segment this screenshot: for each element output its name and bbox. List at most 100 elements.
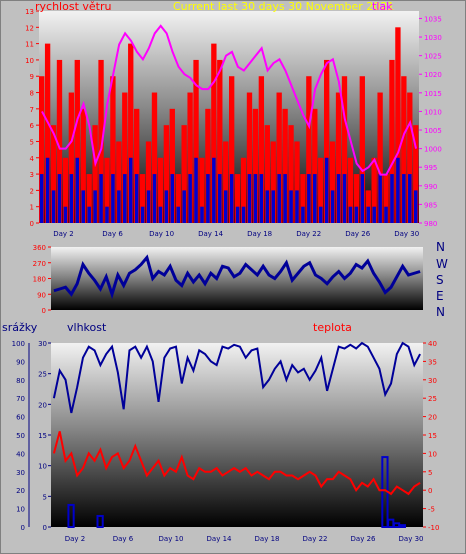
wind-blue-bar xyxy=(93,190,97,223)
humidity-axis-tick-label: 0 xyxy=(43,524,47,532)
temperature-axis-tick-label: 5 xyxy=(428,469,432,477)
wind-speed-bar xyxy=(353,174,360,223)
direction-label-n-bottom: N xyxy=(436,305,445,319)
wind-speed-bar xyxy=(157,157,164,223)
wind-speed-bar xyxy=(335,92,342,224)
wind-blue-bar xyxy=(396,157,400,223)
temperature-axis-tick-label: 40 xyxy=(428,340,437,348)
wind-speed-bar xyxy=(98,59,104,223)
wind-speed-bar xyxy=(217,59,223,223)
right-axis-tick-label: 990 xyxy=(424,183,437,191)
wind-blue-bar xyxy=(372,206,376,223)
wind-speed-bar xyxy=(329,141,336,223)
right-axis-tick-label: 1000 xyxy=(424,146,442,154)
wind-blue-bar xyxy=(212,157,216,223)
wind-blue-bar xyxy=(241,206,246,223)
wind-direction-line xyxy=(53,254,421,300)
wind-blue-bar xyxy=(111,174,115,223)
direction-axis-tick-label: 270 xyxy=(33,260,46,268)
humidity-temperature-axes: 0 10 20 30 40 50 60 70 80 90 100 0 5 10 15 20 25 30 -10 -5 0… xyxy=(12,340,440,543)
wind-speed-bar xyxy=(211,43,217,223)
chart-period-caption: Current last 30 days 30 November 2021 xyxy=(173,1,394,13)
wind-speed-bar xyxy=(347,157,354,223)
x-axis-tick-label: Day 2 xyxy=(65,535,86,543)
wind-speed-bar xyxy=(229,76,235,223)
wind-blue-bar xyxy=(259,174,264,223)
right-axis-tick-label: 1015 xyxy=(424,90,442,98)
wind-speed-bar xyxy=(282,108,288,223)
x-axis-tick-label: Day 2 xyxy=(53,230,74,238)
left-axis-tick-label: 3 xyxy=(30,171,34,179)
wind-speed-bar xyxy=(377,92,383,224)
rain-bar xyxy=(67,503,75,529)
humidity-caption: vlhkost xyxy=(67,321,107,334)
wind-blue-bar xyxy=(158,206,163,223)
wind-blue-bar xyxy=(99,174,103,223)
wind-blue-bar xyxy=(69,174,74,223)
humidity-axis-tick-label: 25 xyxy=(38,371,47,379)
rain-axis-tick-label: 90 xyxy=(16,358,25,366)
wind-speed-bar xyxy=(145,141,152,223)
wind-blue-bar xyxy=(105,206,109,223)
wind-speed-bar xyxy=(199,157,205,223)
left-axis-tick-label: 4 xyxy=(30,155,35,163)
wind-blue-bar xyxy=(390,174,394,223)
rain-axis-tick-label: 20 xyxy=(16,487,25,495)
wind-speed-bar xyxy=(175,174,181,223)
wind-blue-bar xyxy=(75,157,80,223)
left-axis-tick-label: 6 xyxy=(30,122,35,130)
wind-blue-bar xyxy=(235,206,240,223)
wind-blue-bar xyxy=(277,174,281,223)
pressure-caption: tlak xyxy=(372,1,393,13)
wind-speed-bar xyxy=(116,141,122,223)
x-axis-tick-label: Day 6 xyxy=(102,230,123,238)
x-axis-tick-label: Day 18 xyxy=(247,230,272,238)
wind-speed-bar xyxy=(128,43,134,223)
wind-blue-bar xyxy=(229,174,234,223)
rain-axis-tick-label: 50 xyxy=(16,432,25,440)
wind-speed-bar xyxy=(270,141,276,223)
wind-blue-bar xyxy=(360,174,365,223)
wind-blue-bar xyxy=(117,190,121,223)
wind-blue-bar xyxy=(271,190,276,223)
wind-speed-bar xyxy=(44,43,51,223)
right-axis-tick-label: 1035 xyxy=(424,15,442,23)
wind-blue-bar xyxy=(295,190,299,223)
left-axis-tick-label: 0 xyxy=(30,220,34,228)
direction-label-e: E xyxy=(436,289,444,303)
x-axis-tick-label: Day 10 xyxy=(159,535,184,543)
left-axis-tick-label: 12 xyxy=(25,24,34,32)
wind-blue-bar xyxy=(51,190,56,223)
wind-blue-bar xyxy=(39,174,44,223)
wind-speed-bar xyxy=(151,92,158,224)
direction-axis-tick-label: 0 xyxy=(42,307,46,315)
x-axis-tick-label: Day 22 xyxy=(296,230,321,238)
wind-blue-bar xyxy=(123,174,127,223)
temperature-axis-tick-label: 15 xyxy=(428,432,437,440)
wind-blue-bar xyxy=(200,206,204,223)
pressure-line xyxy=(41,24,418,176)
humidity-temperature-marks xyxy=(52,341,421,529)
right-axis-tick-label: 995 xyxy=(424,164,437,172)
wind-direction-axes: 0 90 180 270 360 xyxy=(33,244,51,315)
wind-speed-bar xyxy=(258,76,265,223)
wind-speed-bar xyxy=(39,76,45,223)
humidity-axis-tick-label: 20 xyxy=(38,401,47,409)
right-axis-tick-label: 1030 xyxy=(424,34,442,42)
wind-blue-bar xyxy=(57,174,62,223)
rain-caption: srážky xyxy=(2,321,38,334)
wind-blue-bar xyxy=(152,174,157,223)
wind-blue-bar xyxy=(408,174,412,223)
wind-speed-bar xyxy=(122,92,128,224)
wind-speed-bar xyxy=(139,174,146,223)
wind-speed-bar xyxy=(276,92,282,224)
rain-axis-tick-label: 80 xyxy=(16,377,25,385)
right-axis-tick-label: 980 xyxy=(424,220,437,228)
x-axis-tick-label: Day 26 xyxy=(351,535,377,543)
wind-speed-bar xyxy=(383,174,389,223)
wind-direction-plot-area xyxy=(51,247,423,310)
left-axis-tick-label: 11 xyxy=(25,41,34,49)
wind-speed-bar xyxy=(80,108,86,223)
wind-blue-bar xyxy=(384,206,388,223)
wind-blue-bar xyxy=(188,174,192,223)
